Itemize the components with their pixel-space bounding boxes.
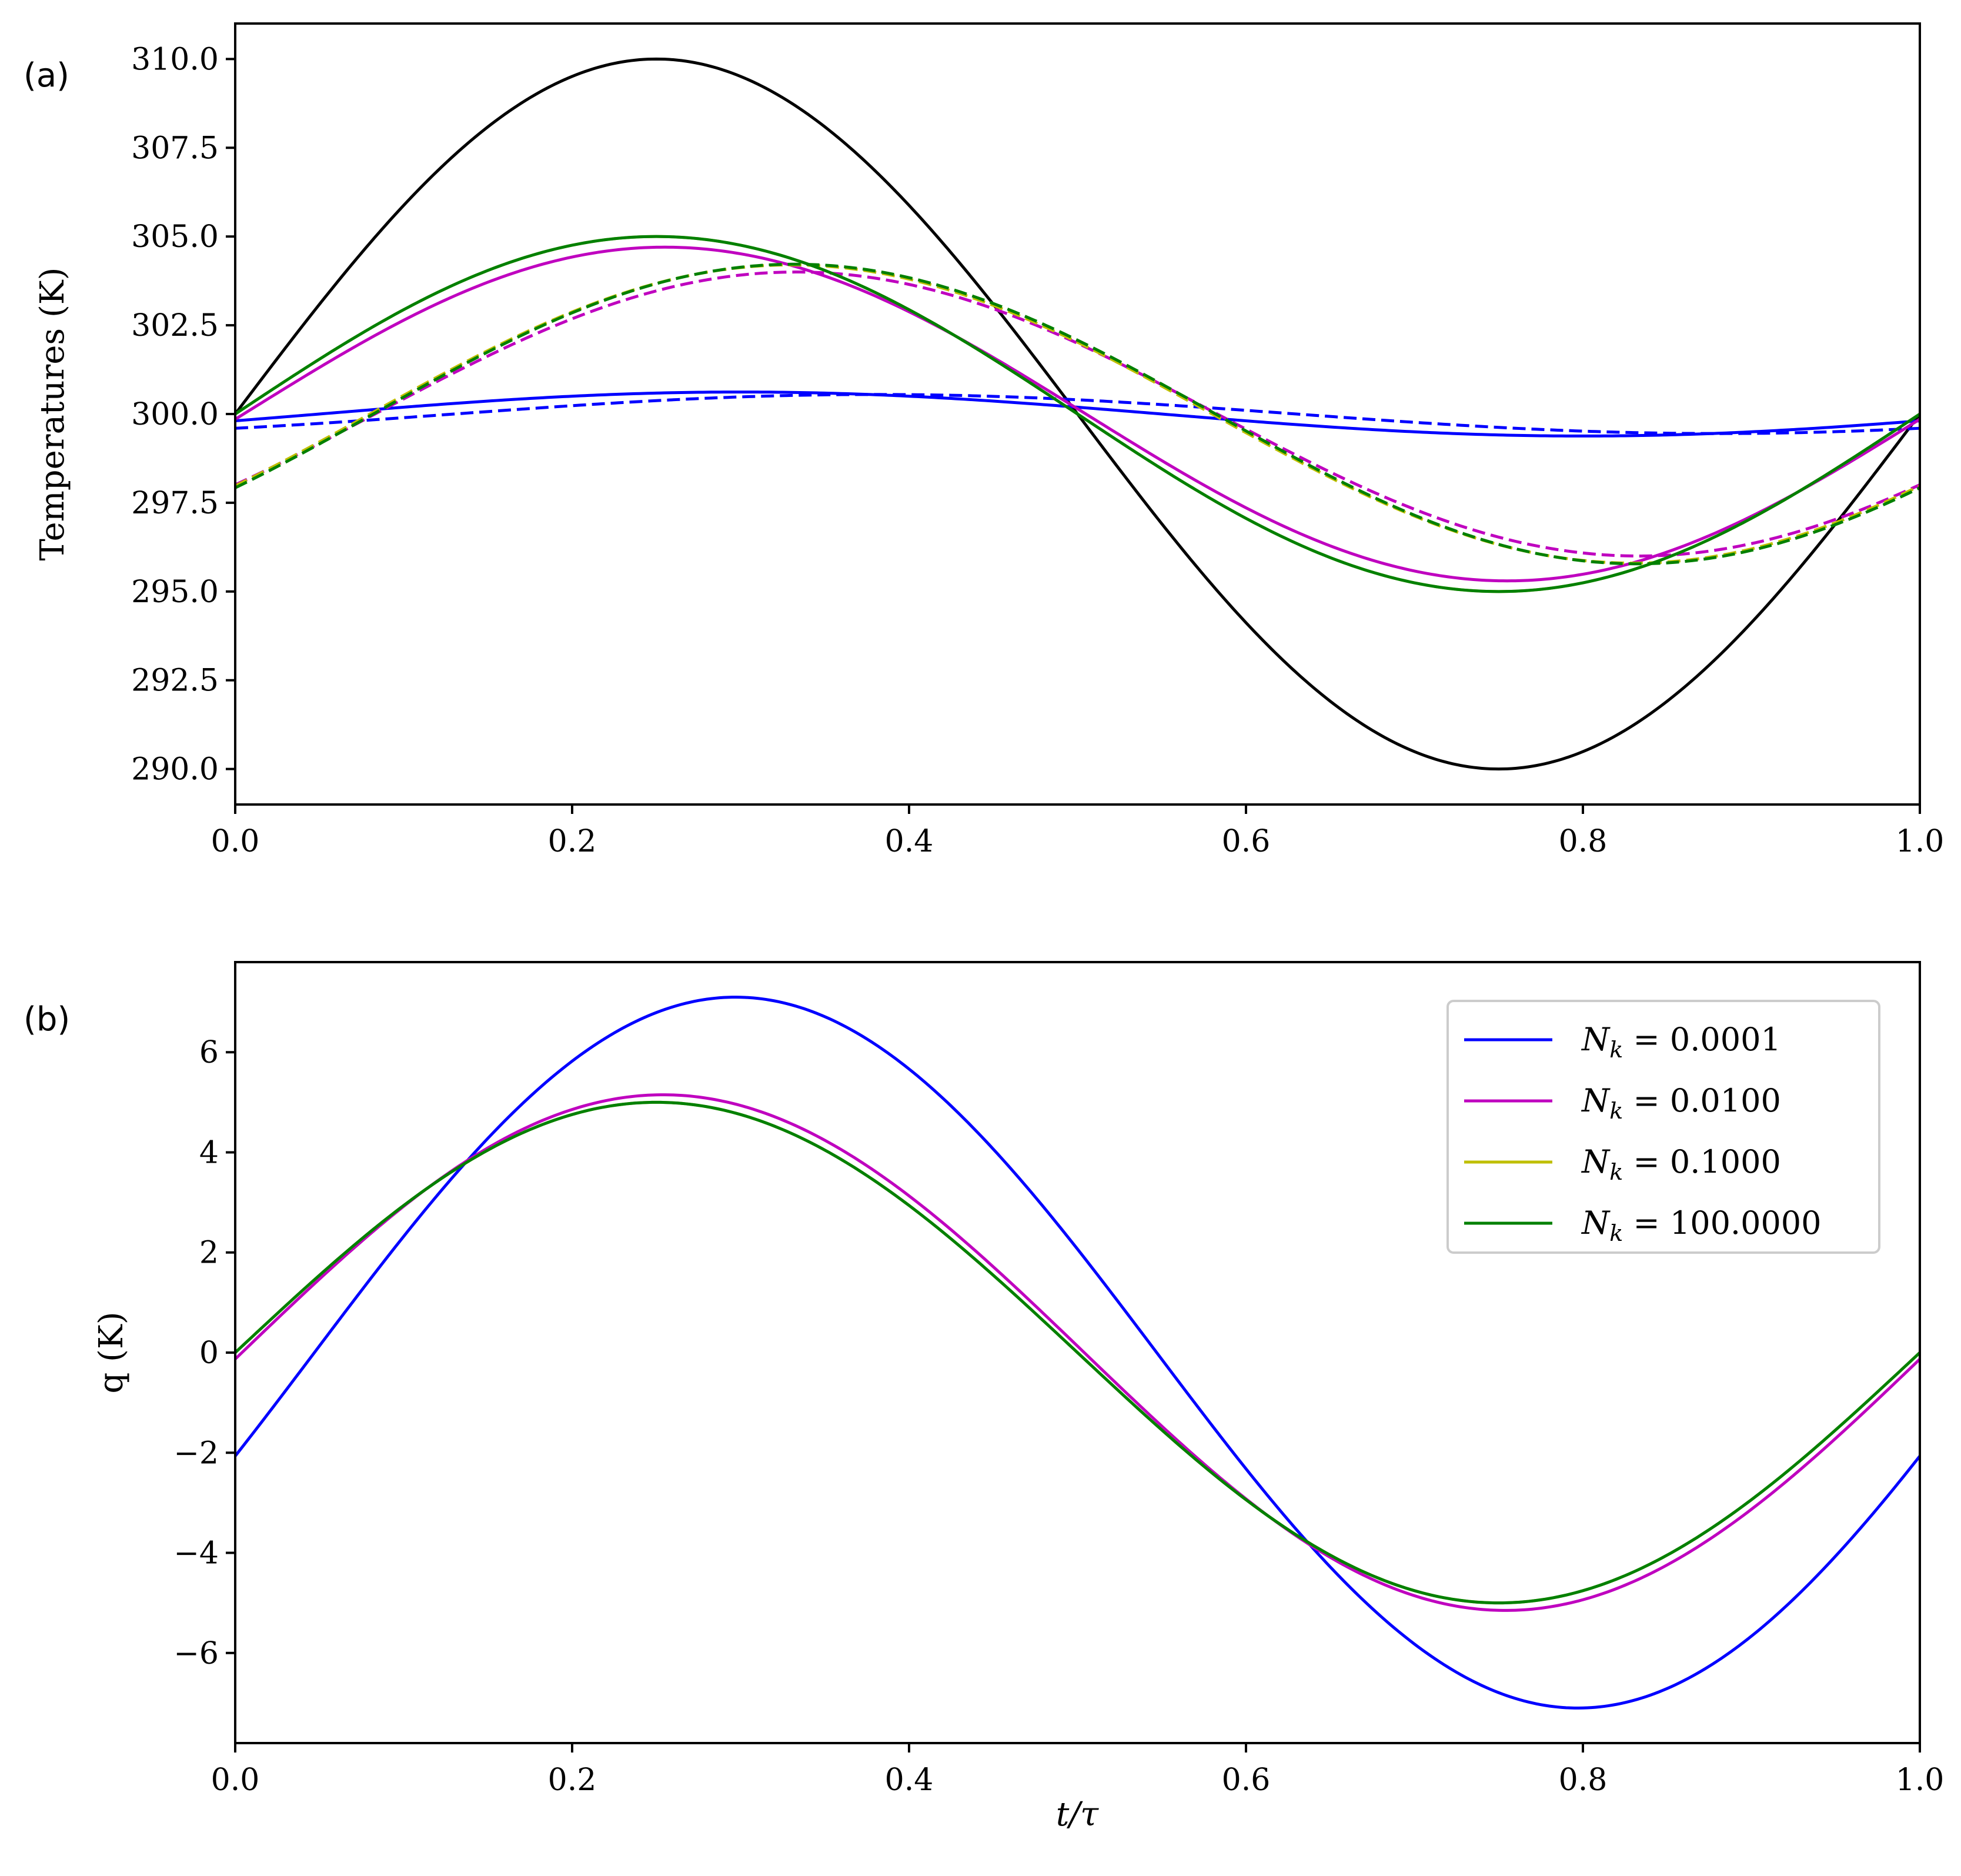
series-line-a-3 [234,245,1921,583]
x-tick-label-a-2: 0.4 [885,824,934,859]
legend-entry-value-3: = 100.0000 [1623,1204,1821,1241]
y-tick-label-b-2: −2 [173,1436,219,1471]
legend-entry-1: Nk = 0.0100 [1581,1082,1781,1124]
series-line-a-8 [234,262,1921,566]
y-tick-label-a-3: 297.5 [131,486,219,521]
x-tick-label-b-4: 0.8 [1559,1762,1608,1798]
legend-entry-var-3: N [1581,1204,1611,1241]
panel-a-y-label: Temperatures (K) [34,268,72,561]
legend-entry-value-2: = 0.1000 [1623,1143,1781,1180]
legend-box [1446,1000,1880,1254]
panel-a-tag: (a) [24,56,69,95]
legend-entry-var-0: N [1581,1021,1611,1058]
x-tick-label-b-0: 0.0 [211,1762,260,1798]
legend-entry-var-1: N [1581,1082,1611,1119]
panel-a-y-ticks: 290.0 292.5 295.0 297.5 300.0 302.5 305.0 307.5… [131,42,235,787]
y-tick-label-a-4: 300.0 [131,397,219,432]
legend-entry-var-2: N [1581,1143,1611,1180]
panel-a-series [234,57,1921,771]
y-tick-label-b-0: −6 [173,1636,219,1671]
y-tick-label-a-6: 305.0 [131,219,219,255]
y-tick-label-a-8: 310.0 [131,42,219,77]
legend-entry-3: Nk = 100.0000 [1581,1204,1822,1246]
y-tick-label-a-5: 302.5 [131,308,219,343]
panel-b-y-ticks: −6 −4 −2 0 2 4 6 [173,1035,235,1671]
legend-entry-sub-2: k [1609,1159,1623,1185]
legend-entry-sub-1: k [1609,1098,1623,1124]
panel-b-y-label: q (K) [92,1311,131,1393]
panel-a: (a) 0.0 0.2 0.4 0.6 0.8 1.0 290.0292.5295.029… [24,22,1945,859]
y-tick-label-b-3: 0 [199,1336,219,1371]
panel-b-x-label: t/τ [1056,1795,1099,1834]
y-tick-label-a-2: 295.0 [131,575,219,610]
y-tick-label-a-0: 290.0 [131,752,219,787]
legend-entry-2: Nk = 0.1000 [1581,1143,1781,1185]
y-tick-label-a-1: 292.5 [131,663,219,699]
x-tick-label-a-0: 0.0 [211,824,260,859]
x-tick-label-a-4: 0.8 [1559,824,1608,859]
x-tick-label-b-2: 0.4 [885,1762,934,1798]
panel-b-x-label-text: t/τ [1056,1795,1099,1834]
panel-b-series [234,996,1921,1710]
y-tick-label-a-7: 307.5 [131,131,219,166]
panel-a-x-ticks: 0.0 0.2 0.4 0.6 0.8 1.0 [211,805,1945,859]
panel-b-y-label-text: q (K) [92,1311,131,1393]
x-tick-label-b-5: 1.0 [1896,1762,1945,1798]
legend-entry-value-1: = 0.0100 [1623,1082,1781,1119]
series-line-b-1 [234,1093,1921,1612]
panel-a-y-label-text: Temperatures (K) [34,268,72,561]
y-tick-label-b-4: 2 [199,1236,219,1271]
legend-entry-sub-0: k [1609,1037,1623,1063]
x-tick-label-b-3: 0.6 [1222,1762,1271,1798]
legend-entry-value-0: = 0.0001 [1623,1021,1781,1058]
x-tick-label-b-1: 0.2 [548,1762,597,1798]
series-line-a-7 [234,235,1921,593]
legend-entry-0: Nk = 0.0001 [1581,1021,1781,1063]
series-line-b-0 [234,996,1921,1710]
x-tick-label-a-1: 0.2 [548,824,597,859]
x-tick-label-a-3: 0.6 [1222,824,1271,859]
panel-b-tag: (b) [24,1000,70,1039]
y-tick-label-b-6: 6 [199,1035,219,1070]
x-tick-label-a-5: 1.0 [1896,824,1945,859]
series-line-b-3 [234,1100,1921,1605]
legend-entry-sub-3: k [1609,1220,1623,1246]
panel-b-x-ticks: 0.0 0.2 0.4 0.6 0.8 1.0 [211,1743,1945,1798]
y-tick-label-b-5: 4 [199,1135,219,1170]
y-tick-label-b-1: −4 [173,1536,219,1571]
